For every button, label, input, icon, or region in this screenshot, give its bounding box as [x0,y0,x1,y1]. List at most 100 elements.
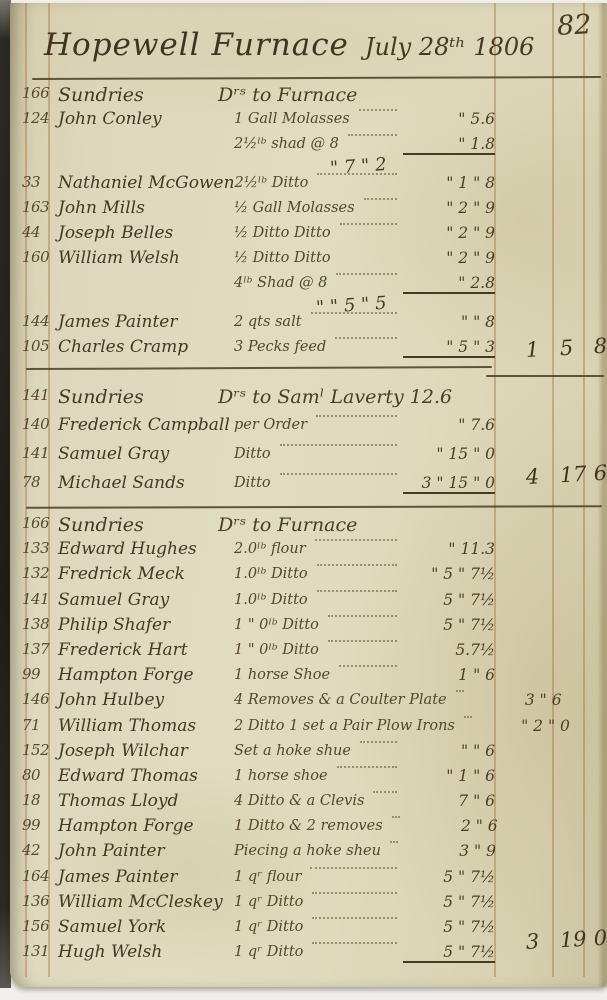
entry-description: ½ Ditto Ditto [234,225,331,241]
dotted-leader [327,614,397,617]
entry-name: Samuel York [58,917,167,937]
entry-description: 2 qts salt [234,314,302,330]
entry-row: 164 James Painter 1 qʳ flour 5 " 7½ [22,866,495,892]
ledger-section-laverty: 141 Sundries Dʳˢ to Samˡ Laverty 12.6 14… [22,386,495,502]
entry-name: William McCleskey [58,891,223,912]
account-number: 166 [22,514,50,532]
dotted-leader [279,473,397,475]
account-number: 141 [22,589,50,608]
entry-name: Hugh Welsh [58,942,163,963]
entry-row: 160 William Welsh ½ Ditto Ditto " 2 " 9 [22,248,495,273]
dotted-leader [347,134,397,136]
account-title: Sundries [58,514,144,536]
section-divider-line [25,505,603,509]
dotted-leader [339,665,397,668]
entry-rows: 140 Frederick Campball per Order " 7.6 141 Sa… [22,415,495,502]
account-number: 44 [22,223,41,241]
ledger-section-furnace-2: 166 Sundries Dʳˢ to Furnace 133 Edward Hu… [22,514,570,967]
account-number: 141 [22,444,50,462]
section-total: 4 17 6 [515,461,607,496]
entry-amount: " 11.3 [448,540,495,559]
dotted-leader [279,444,397,446]
page-right-edge [598,3,607,987]
pence-column-rule-line [583,3,585,977]
dotted-leader [312,891,397,894]
entry-amount: " 2 " 9 [446,249,495,267]
entry-amount: " 1 " 8 [446,174,495,192]
account-number: 99 [22,816,41,835]
entry-description: 1.0ˡᵇ Ditto [234,566,308,583]
entry-description: 3 Pecks feed [234,339,327,355]
entry-amount: 5 " 7½ [443,867,495,886]
section-header-row: 166 Sundries Dʳˢ to Furnace [22,514,495,539]
entry-description: 1 qʳ Ditto [234,893,304,910]
entry-name: Philip Shafer [58,614,171,635]
entry-amount: " 2 " 9 [446,199,495,217]
ledger-title: Hopewell Furnace [44,27,349,63]
entry-name: Samuel Gray [58,444,170,464]
total-pounds: 3 [525,929,540,954]
account-number: 132 [22,564,50,583]
entry-description: 1 horse Shoe [234,667,331,684]
entry-row: 33 Nathaniel McGowen 2½ˡᵇ Ditto " 1 " 8 [22,173,495,198]
entry-description: 2½ˡᵇ Ditto [234,175,309,191]
entry-description: 2½ˡᵇ shad @ 8 [234,136,339,152]
entry-rows: 124 John Conley 1 Gall Molasses " 5.6 2½ˡᵇ s… [22,109,495,362]
entry-name: John Conley [58,109,162,129]
total-pence: 0 [593,925,607,951]
total-shillings: 17 [559,461,588,488]
account-number: 138 [22,614,50,633]
entry-row: 144 James Painter 2 qts salt " " 8 [22,312,495,337]
entry-description: 2 Ditto 1 set a Pair Plow Irons [234,717,455,734]
entry-amount: " 5 " 3 [403,337,495,358]
total-pence: 6 [593,460,607,486]
dotted-leader [339,223,397,225]
entry-name: Frederick Campball [58,415,230,435]
dotted-leader [335,337,397,339]
entry-row: 80 Edward Thomas 1 horse shoe " 1 " 6 [22,765,495,791]
dotted-leader [316,564,397,567]
account-number: 42 [22,841,41,860]
entry-amount: 7 " 6 [458,792,495,811]
account-number: 78 [22,473,41,491]
dotted-leader [310,312,397,314]
entry-row: 2½ˡᵇ shad @ 8 " 1.8 " 7 " 2 [22,134,495,179]
entry-description: 1 qʳ flour [234,868,302,885]
entry-name: Samuel Gray [58,589,170,610]
entry-row: 140 Frederick Campball per Order " 7.6 [22,415,495,444]
dotted-leader [391,816,400,819]
entry-row: 133 Edward Hughes 2.0ˡᵇ flour " 11.3 [22,539,495,564]
account-title: Sundries [58,386,144,408]
entry-description: 1 " 0ˡᵇ Ditto [234,641,319,658]
entry-rows: 133 Edward Hughes 2.0ˡᵇ flour " 11.3 132 Fred… [22,539,570,967]
entry-row: 105 Charles Cramp 3 Pecks feed " 5 " 3 [22,337,495,362]
account-column-rule-line [48,3,50,977]
entry-row: 132 Fredrick Meck 1.0ˡᵇ Ditto " 5 " 7½ [22,564,495,589]
dotted-leader [358,109,397,111]
dotted-leader [389,841,398,844]
entry-name: John Hulbey [58,690,165,711]
entry-name: Fredrick Meck [58,564,185,585]
entry-amount: 5 " 7½ [443,892,495,911]
section-total: 3 19 0 [515,926,607,961]
entry-row: 71 William Thomas 2 Ditto 1 set a Pair Plo… [22,715,570,741]
entry-name: Joseph Belles [58,223,174,243]
entry-description: 4 Removes & a Coulter Plate [234,692,447,709]
ledger-header: Hopewell Furnace July 28ᵗʰ 1806 [44,27,534,63]
entry-description: ½ Ditto Ditto [234,250,331,266]
account-number: 163 [22,198,50,216]
dotted-leader [310,866,397,869]
entry-amount: 1 " 6 [458,666,495,685]
entry-row: 99 Hampton Forge 1 Ditto & 2 removes 2 " 6 [22,816,498,841]
account-number: 146 [22,690,50,709]
entry-name: William Welsh [58,248,180,268]
entry-name: Hampton Forge [58,816,194,837]
entry-description: 1 horse shoe [234,767,328,784]
entry-name: Frederick Hart [58,639,188,660]
entry-description: 4ˡᵇ Shad @ 8 [234,275,328,291]
account-number: 137 [22,639,50,658]
dotted-leader [359,740,397,743]
dotted-leader [317,173,397,175]
entry-amount: 3 " 6 [524,691,562,710]
